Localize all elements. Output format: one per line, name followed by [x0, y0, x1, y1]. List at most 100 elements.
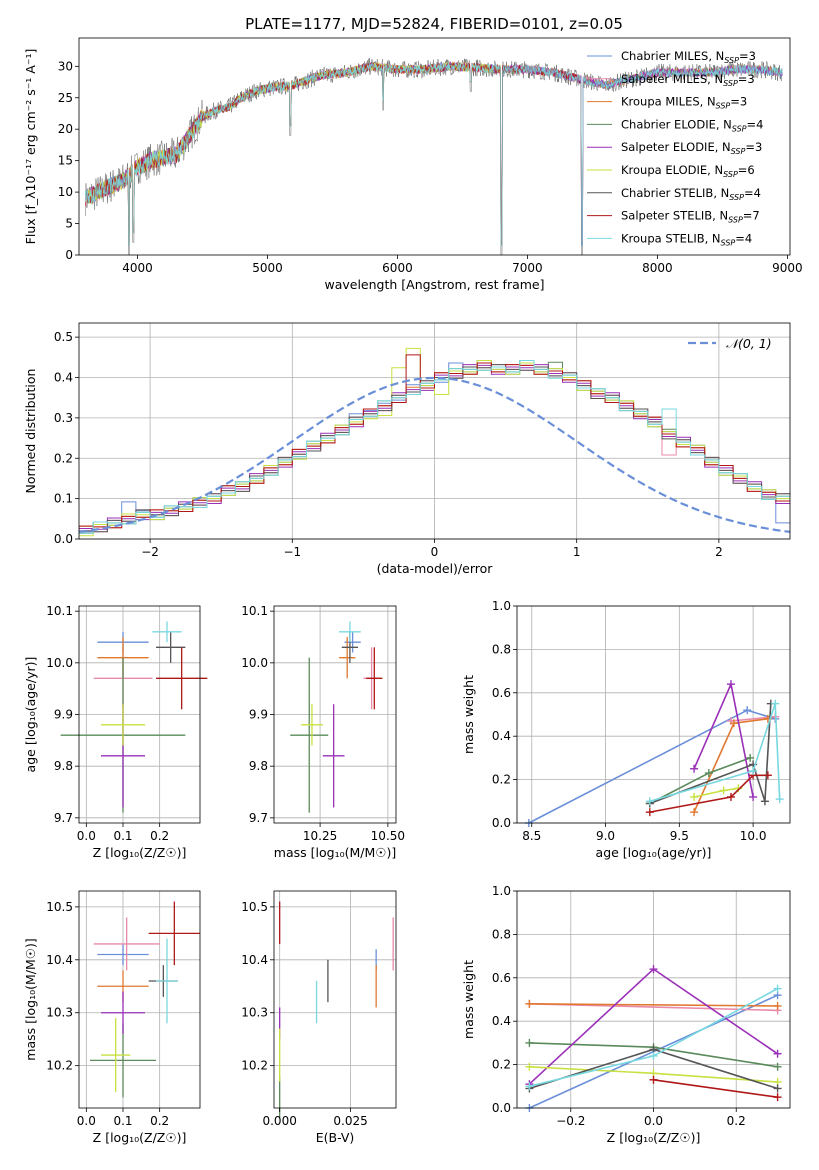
legend-label: Chabrier STELIB, NSSP=4: [621, 186, 761, 202]
axes-frame: [78, 890, 201, 1109]
x-axis-label: mass [log₁₀(M/M☉)]: [274, 845, 396, 860]
weight-marker: [773, 1062, 782, 1071]
y-tick-label: 0.0: [492, 1101, 511, 1115]
error-point-salpeter-stelib: [366, 647, 383, 710]
error-point-chabrier-stelib: [156, 631, 186, 663]
plot-area: [85, 58, 783, 255]
x-axis-label: Z [log₁₀(Z/Z☉)]: [93, 1130, 187, 1145]
y-axis-label: mass [log₁₀(M/M☉)]: [23, 938, 38, 1060]
y-axis-label: Normed distribution: [23, 369, 38, 494]
spectrum-line-kroupa-elodie: [85, 61, 502, 246]
x-axis-label: E(B-V): [316, 1130, 355, 1145]
weight-marker: [704, 769, 713, 778]
y-tick-label: 0.2: [54, 451, 73, 465]
weight-marker: [746, 753, 755, 762]
y-tick-label: 5: [65, 217, 73, 231]
legend-label: Kroupa STELIB, NSSP=4: [621, 231, 752, 247]
y-tick-label: 0.3: [54, 411, 73, 425]
y-tick-label: 1.0: [492, 884, 511, 898]
weight-marker: [726, 680, 735, 689]
y-tick-label: 9.9: [54, 708, 73, 722]
x-tick-label: 10.50: [371, 829, 405, 843]
weight-marker: [649, 1051, 658, 1060]
x-axis-label: wavelength [Angstrom, rest frame]: [324, 277, 544, 292]
y-axis-label: mass weight: [461, 675, 476, 754]
y-tick-label: 0.6: [492, 971, 511, 985]
x-tick-label: 0.0: [644, 1114, 663, 1128]
y-tick-label: 1.0: [492, 599, 511, 613]
error-point-salpeter-elodie: [322, 704, 345, 808]
weight-marker: [743, 706, 752, 715]
x-tick-label: 2: [715, 545, 723, 559]
x-tick-label: 0.025: [333, 1114, 367, 1128]
y-tick-label: 0.2: [492, 773, 511, 787]
spectrum-line-chabrier-stelib: [85, 58, 783, 255]
error-point-kroupa-elodie: [101, 704, 145, 746]
x-tick-label: 9.5: [670, 829, 689, 843]
spectrum-line-kroupa-stelib: [85, 62, 783, 246]
y-tick-label: 30: [58, 59, 73, 73]
y-tick-label: 10.4: [241, 953, 268, 967]
y-axis-label: age [log₁₀(age/yr)]: [23, 657, 38, 773]
y-tick-label: 9.7: [54, 811, 73, 825]
y-tick-label: 9.8: [249, 759, 268, 773]
y-tick-label: 10.5: [46, 900, 73, 914]
y-tick-label: 10.3: [241, 1006, 268, 1020]
weight-marker: [690, 808, 699, 817]
error-point-salpeter-elodie: [101, 991, 145, 1034]
y-tick-label: 0.0: [54, 532, 73, 546]
panel-5: 0.0 0.1 0.2 10.2 10.3 10.4 10.5 Z [log₁₀(Z/Z☉)]…: [23, 890, 201, 1145]
y-tick-label: 10.1: [241, 604, 268, 618]
axes-frame: [516, 605, 791, 824]
x-tick-label: 0.1: [113, 1114, 132, 1128]
y-tick-label: 10.2: [46, 1059, 73, 1073]
error-point-salpeter-stelib: [156, 647, 208, 710]
error-point-chabrier-elodie: [290, 657, 329, 813]
weight-marker: [649, 1075, 658, 1084]
panel-0: 4000 5000 6000 7000 8000 9000 0 5 10 15 20 25 30 wave…: [23, 37, 803, 292]
error-point-kroupa-stelib: [156, 938, 178, 1024]
weight-line-chabrier-stelib: [649, 703, 772, 805]
y-tick-label: 15: [58, 154, 73, 168]
error-point-chabrier-miles: [97, 943, 149, 966]
weight-marker: [773, 1084, 782, 1093]
x-axis-label: age [log₁₀(age/yr)]: [596, 845, 712, 860]
x-tick-label: 0.000: [262, 1114, 296, 1128]
x-tick-label: −2: [141, 545, 159, 559]
panel-2: 0.0 0.1 0.2 9.7 9.8 9.9 10.0 10.1 Z [log₁₀(Z/Z☉)…: [23, 604, 208, 860]
x-tick-label: 7000: [512, 261, 543, 275]
weight-marker: [773, 1002, 782, 1011]
legend-label: Salpeter ELODIE, NSSP=3: [621, 140, 762, 156]
plot-area: [279, 901, 394, 1119]
y-tick-label: 25: [58, 91, 73, 105]
weight-marker: [726, 792, 735, 801]
x-tick-label: 10.25: [303, 829, 337, 843]
legend-label: 𝒩(0, 1): [726, 336, 772, 351]
error-point-kroupa-elodie: [101, 1018, 131, 1093]
weight-marker: [773, 1093, 782, 1102]
axes-frame: [78, 37, 791, 256]
y-tick-label: 10.2: [241, 1059, 268, 1073]
x-tick-label: 9000: [772, 261, 803, 275]
weight-marker: [645, 808, 654, 817]
weight-line-kroupa-miles: [529, 1003, 778, 1007]
y-tick-label: 9.9: [249, 708, 268, 722]
y-tick-label: 10.4: [46, 953, 73, 967]
x-tick-label: 0.0: [77, 829, 96, 843]
weight-marker: [525, 999, 534, 1008]
hist-step-salpeter-stelib: [79, 354, 790, 539]
x-tick-label: 0.2: [150, 1114, 169, 1128]
weight-line-kroupa-stelib: [649, 703, 781, 803]
x-tick-label: 0: [431, 545, 439, 559]
weight-marker: [525, 1082, 534, 1091]
x-axis-label: Z [log₁₀(Z/Z☉)]: [93, 845, 187, 860]
weight-marker: [775, 795, 784, 804]
y-tick-label: 10.5: [241, 900, 268, 914]
error-point-kroupa-stelib: [152, 621, 182, 643]
x-axis-label: (data-model)/error: [377, 561, 494, 576]
y-tick-label: 10.0: [46, 656, 73, 670]
error-point-salpeter-stelib: [148, 901, 200, 966]
y-tick-label: 0.4: [492, 1014, 511, 1028]
x-tick-label: 1: [573, 545, 581, 559]
panel-4: 8.5 9.0 9.5 10.0 0.0 0.2 0.4 0.6 0.8 1.0 age [log₁…: [461, 599, 791, 860]
